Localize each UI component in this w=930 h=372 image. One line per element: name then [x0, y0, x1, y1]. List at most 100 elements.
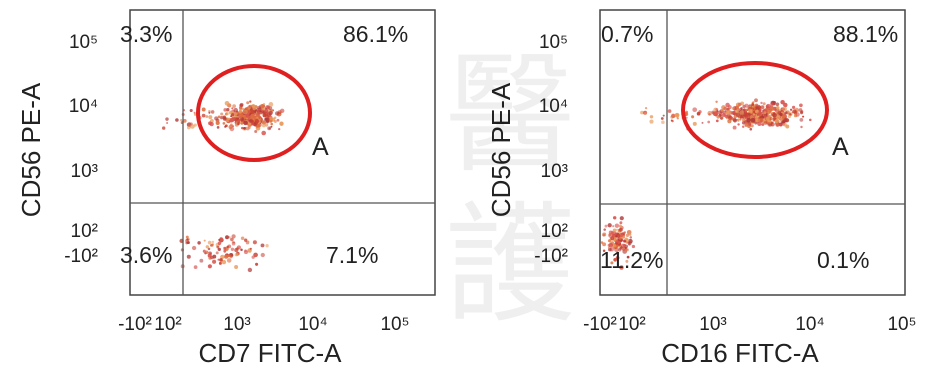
plot-frame — [129, 9, 436, 296]
event-dot — [649, 119, 654, 124]
event-dot — [735, 112, 741, 117]
event-dot — [228, 125, 233, 129]
x-axis-label: CD16 FITC-A — [661, 338, 819, 368]
event-dot — [661, 120, 665, 124]
flow-plot-cd16-svg: CD56 PE-A CD16 FITC-A 10⁵ 10⁴ 10³ 10² -1… — [486, 9, 917, 368]
event-dot — [611, 231, 617, 236]
event-dot — [230, 247, 235, 251]
x-tick-labels: -10² 10² 10³ 10⁴ 10⁵ — [583, 314, 916, 335]
quadrant-lower-left: 11.2% — [600, 247, 664, 273]
event-dot — [741, 125, 745, 128]
event-dot — [662, 114, 665, 117]
event-dot — [237, 122, 240, 126]
event-dot — [264, 107, 268, 110]
event-dot — [233, 107, 238, 113]
event-dot — [616, 228, 619, 231]
gate-label: A — [312, 133, 329, 161]
event-dot — [203, 239, 206, 242]
event-dot — [224, 254, 229, 259]
event-dot — [667, 109, 672, 113]
event-dot — [692, 121, 697, 126]
event-dot — [264, 123, 269, 127]
event-dot — [767, 109, 772, 113]
event-dot — [802, 115, 805, 118]
event-dot — [243, 126, 246, 130]
event-dot — [631, 244, 636, 249]
y-tick-1e5: 10⁵ — [539, 32, 568, 53]
event-dot — [220, 112, 224, 116]
event-dot — [264, 109, 269, 114]
quadrant-upper-right: 86.1% — [343, 21, 408, 47]
event-dot — [217, 115, 221, 119]
event-dot — [783, 122, 787, 127]
event-dot — [233, 112, 238, 118]
event-dot — [249, 100, 252, 103]
event-dot — [235, 247, 239, 251]
event-dot — [612, 243, 617, 248]
event-dot — [193, 265, 198, 269]
event-dot — [207, 264, 212, 269]
event-dot — [216, 245, 220, 249]
event-dot — [765, 116, 770, 121]
event-dot — [247, 267, 253, 273]
event-dot — [219, 236, 223, 241]
event-dot — [240, 248, 243, 252]
event-dot — [696, 111, 701, 116]
event-dot — [224, 124, 228, 128]
svg-text:CD56 PE-A: CD56 PE-A — [486, 82, 516, 217]
quadrant-lower-right: 7.1% — [326, 242, 378, 268]
event-dot — [245, 117, 249, 120]
event-dot — [227, 254, 231, 258]
x-tick-1e2: 10² — [618, 314, 645, 335]
x-tick-1e3: 10³ — [223, 314, 250, 335]
event-dot — [263, 112, 269, 117]
event-dot — [210, 243, 214, 247]
event-dot — [619, 216, 624, 221]
event-dot — [252, 240, 257, 245]
event-dot — [235, 253, 239, 257]
event-dot — [261, 120, 266, 125]
event-dot — [795, 112, 800, 117]
event-dot — [602, 242, 607, 247]
event-dot — [230, 255, 233, 259]
event-dot — [791, 111, 795, 114]
event-dot — [624, 246, 627, 250]
event-dot — [180, 119, 183, 122]
event-dot — [625, 238, 630, 243]
event-dot — [670, 115, 674, 119]
event-dot — [727, 120, 731, 124]
event-dot — [765, 103, 771, 109]
event-dot — [255, 262, 259, 266]
event-dot — [721, 113, 726, 118]
x-tick-labels: -10² 10² 10³ 10⁴ 10⁵ — [118, 314, 409, 335]
event-dot — [612, 225, 615, 228]
event-dot — [259, 118, 262, 121]
event-dot — [750, 124, 754, 128]
event-dot — [607, 223, 612, 228]
gate-label: A — [832, 133, 849, 161]
event-dot — [267, 126, 272, 131]
event-dot — [220, 116, 224, 120]
quadrant-lower-right: 0.1% — [817, 247, 869, 273]
event-dot — [237, 119, 241, 123]
event-dot — [247, 107, 250, 110]
event-dot — [604, 224, 608, 228]
event-dot — [607, 239, 611, 243]
event-dot — [208, 115, 213, 120]
event-dot — [217, 241, 222, 246]
event-dot — [800, 125, 803, 129]
event-dot — [732, 125, 737, 130]
event-dot — [753, 107, 756, 110]
event-dot — [278, 127, 281, 131]
event-dot — [644, 112, 647, 115]
event-dot — [782, 117, 788, 123]
event-dot — [608, 247, 612, 252]
event-dot — [225, 235, 229, 240]
gate-ellipse — [196, 64, 312, 162]
event-dot — [734, 109, 739, 113]
event-dot — [800, 111, 804, 115]
event-dot — [761, 123, 765, 126]
y-tick-1e4: 10⁴ — [539, 96, 568, 117]
event-dot — [207, 247, 211, 251]
event-dot — [640, 110, 644, 115]
